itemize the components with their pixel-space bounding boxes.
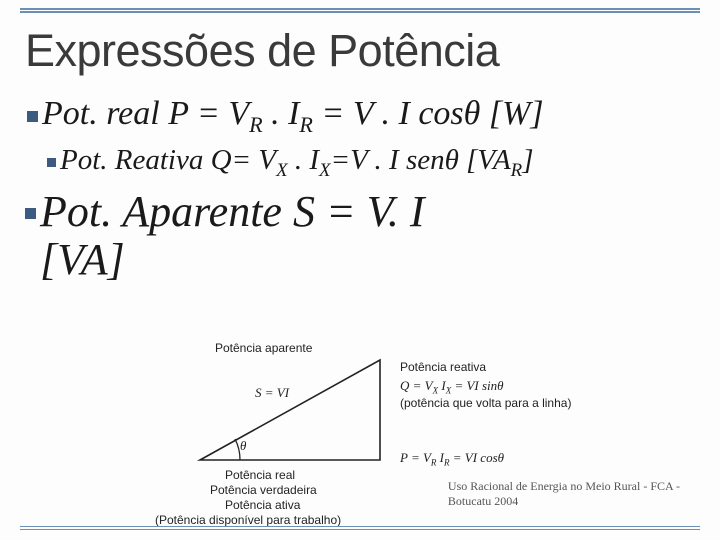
sub: R [299, 112, 313, 137]
label-aparente: Potência aparente [215, 341, 312, 356]
sub: R [511, 160, 523, 181]
label-real-2: Potência verdadeira [210, 483, 317, 498]
text: S = VI [255, 385, 289, 400]
footer-line-2: Botucatu 2004 [448, 494, 680, 510]
text: ] [522, 144, 533, 176]
label-theta: θ [240, 438, 246, 454]
text: (potência que volta para a linha) [400, 396, 571, 410]
bullet-icon [47, 158, 56, 167]
bullet-icon [27, 111, 38, 122]
eq-reativa: Q = VX IX = VI sinθ [400, 378, 504, 397]
sub: X [276, 160, 288, 181]
formula-reativa: Pot. Reativa Q= VX . IX=V . I senθ [VAR] [60, 144, 533, 182]
text: Potência ativa [225, 498, 300, 512]
formula-real: Pot. real P = VR . IR = V . I cosθ [W] [42, 95, 544, 138]
bullet-row-real: Pot. real P = VR . IR = V . I cosθ [W] [25, 95, 695, 138]
text: [VA] [40, 236, 425, 284]
text: (Potência disponível para trabalho) [155, 513, 341, 527]
text: =V . I senθ [VA [331, 144, 511, 176]
text: Potência real [225, 468, 295, 482]
top-border [20, 8, 700, 11]
text: Pot. real P = V [42, 95, 249, 132]
text: . [263, 95, 289, 132]
footer-citation: Uso Racional de Energia no Meio Rural - … [448, 479, 680, 510]
sub: R [249, 112, 263, 137]
bullet-icon [25, 208, 36, 219]
text: = VI sinθ [451, 378, 503, 393]
text: I [288, 95, 299, 132]
text: θ [240, 438, 246, 453]
label-real-3: Potência ativa [225, 498, 300, 513]
slide-title: Expressões de Potência [25, 25, 695, 77]
paren-reativa: (potência que volta para a linha) [400, 396, 571, 411]
text: Pot. Aparente S = V. I [40, 188, 425, 236]
text: = V . I cosθ [W] [313, 95, 544, 132]
label-real-1: Potência real [225, 468, 295, 483]
text: Q = V [400, 378, 433, 393]
sub: X [319, 160, 331, 181]
label-reativa: Potência reativa [400, 360, 486, 375]
text: Potência verdadeira [210, 483, 317, 497]
triangle-shape [200, 360, 380, 460]
text: Potência reativa [400, 360, 486, 374]
footer-line-1: Uso Racional de Energia no Meio Rural - … [448, 479, 680, 495]
slide-content: Expressões de Potência Pot. real P = VR … [25, 25, 695, 515]
bottom-border [20, 526, 700, 530]
text: I [438, 378, 446, 393]
text: . [288, 144, 310, 176]
text: = VI cosθ [450, 450, 505, 465]
text: I [309, 144, 319, 176]
text: Pot. Reativa Q= V [60, 144, 276, 176]
text: I [436, 450, 444, 465]
text: P = V [400, 450, 431, 465]
formula-aparente: Pot. Aparente S = V. I [VA] [40, 188, 425, 285]
bullet-row-reativa: Pot. Reativa Q= VX . IX=V . I senθ [VAR] [25, 144, 695, 182]
text: Potência aparente [215, 341, 312, 355]
eq-aparente: S = VI [255, 385, 289, 401]
eq-real: P = VR IR = VI cosθ [400, 450, 504, 469]
bullet-row-aparente: Pot. Aparente S = V. I [VA] [25, 188, 695, 285]
